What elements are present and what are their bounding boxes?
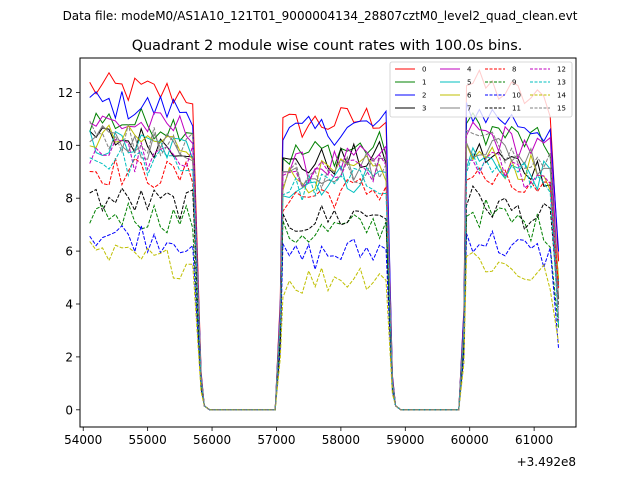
legend-label-1: 1 <box>422 79 426 87</box>
legend-label-14: 14 <box>557 92 566 100</box>
legend-label-0: 0 <box>422 66 426 74</box>
series-line-10 <box>89 225 560 411</box>
y-tick-label: 0 <box>65 403 73 417</box>
legend-label-4: 4 <box>467 66 472 74</box>
series-line-8 <box>89 157 560 411</box>
legend-label-15: 15 <box>557 105 566 113</box>
y-tick-label: 4 <box>65 298 73 312</box>
legend-label-6: 6 <box>467 92 472 100</box>
x-tick-label: 57000 <box>257 433 295 447</box>
y-tick-label: 12 <box>58 86 73 100</box>
y-axis: 0 2 4 6 8 10 12 <box>58 86 80 417</box>
legend-label-9: 9 <box>512 79 516 87</box>
x-offset-label: +3.492e8 <box>517 455 576 469</box>
y-tick-label: 8 <box>65 192 73 206</box>
series-line-5 <box>89 130 560 411</box>
y-tick-label: 6 <box>65 245 73 259</box>
legend-label-7: 7 <box>467 105 471 113</box>
x-tick-label: 60000 <box>451 433 489 447</box>
series-line-11 <box>89 185 560 411</box>
legend-label-2: 2 <box>422 92 426 100</box>
legend-label-8: 8 <box>512 66 516 74</box>
legend-label-13: 13 <box>557 79 566 87</box>
y-tick-label: 2 <box>65 350 73 364</box>
series-line-3 <box>89 127 560 411</box>
x-tick-label: 55000 <box>129 433 167 447</box>
x-tick-label: 58000 <box>322 433 360 447</box>
plot-lines <box>89 69 560 411</box>
legend-label-10: 10 <box>512 92 521 100</box>
legend-label-12: 12 <box>557 66 566 74</box>
series-line-15 <box>89 120 560 411</box>
x-tick-label: 61000 <box>515 433 553 447</box>
plot-frame <box>79 57 577 428</box>
x-tick-label: 59000 <box>386 433 424 447</box>
legend-box <box>389 61 573 118</box>
y-tick-label: 10 <box>58 139 73 153</box>
series-line-7 <box>89 124 560 411</box>
chart-title: Quadrant 2 module wise count rates with … <box>132 38 523 54</box>
x-tick-label: 56000 <box>193 433 231 447</box>
x-tick-label: 54000 <box>64 433 102 447</box>
series-line-1 <box>89 107 560 411</box>
legend-label-11: 11 <box>512 105 521 113</box>
legend-label-5: 5 <box>467 79 471 87</box>
legend-label-3: 3 <box>422 105 426 113</box>
series-line-9 <box>89 197 560 411</box>
x-axis: 54000 55000 56000 57000 58000 59000 60000 61000 <box>64 427 553 447</box>
data-file-label: Data file: modeM0/AS1A10_121T01_90000041… <box>63 9 578 23</box>
series-line-14 <box>89 241 560 411</box>
